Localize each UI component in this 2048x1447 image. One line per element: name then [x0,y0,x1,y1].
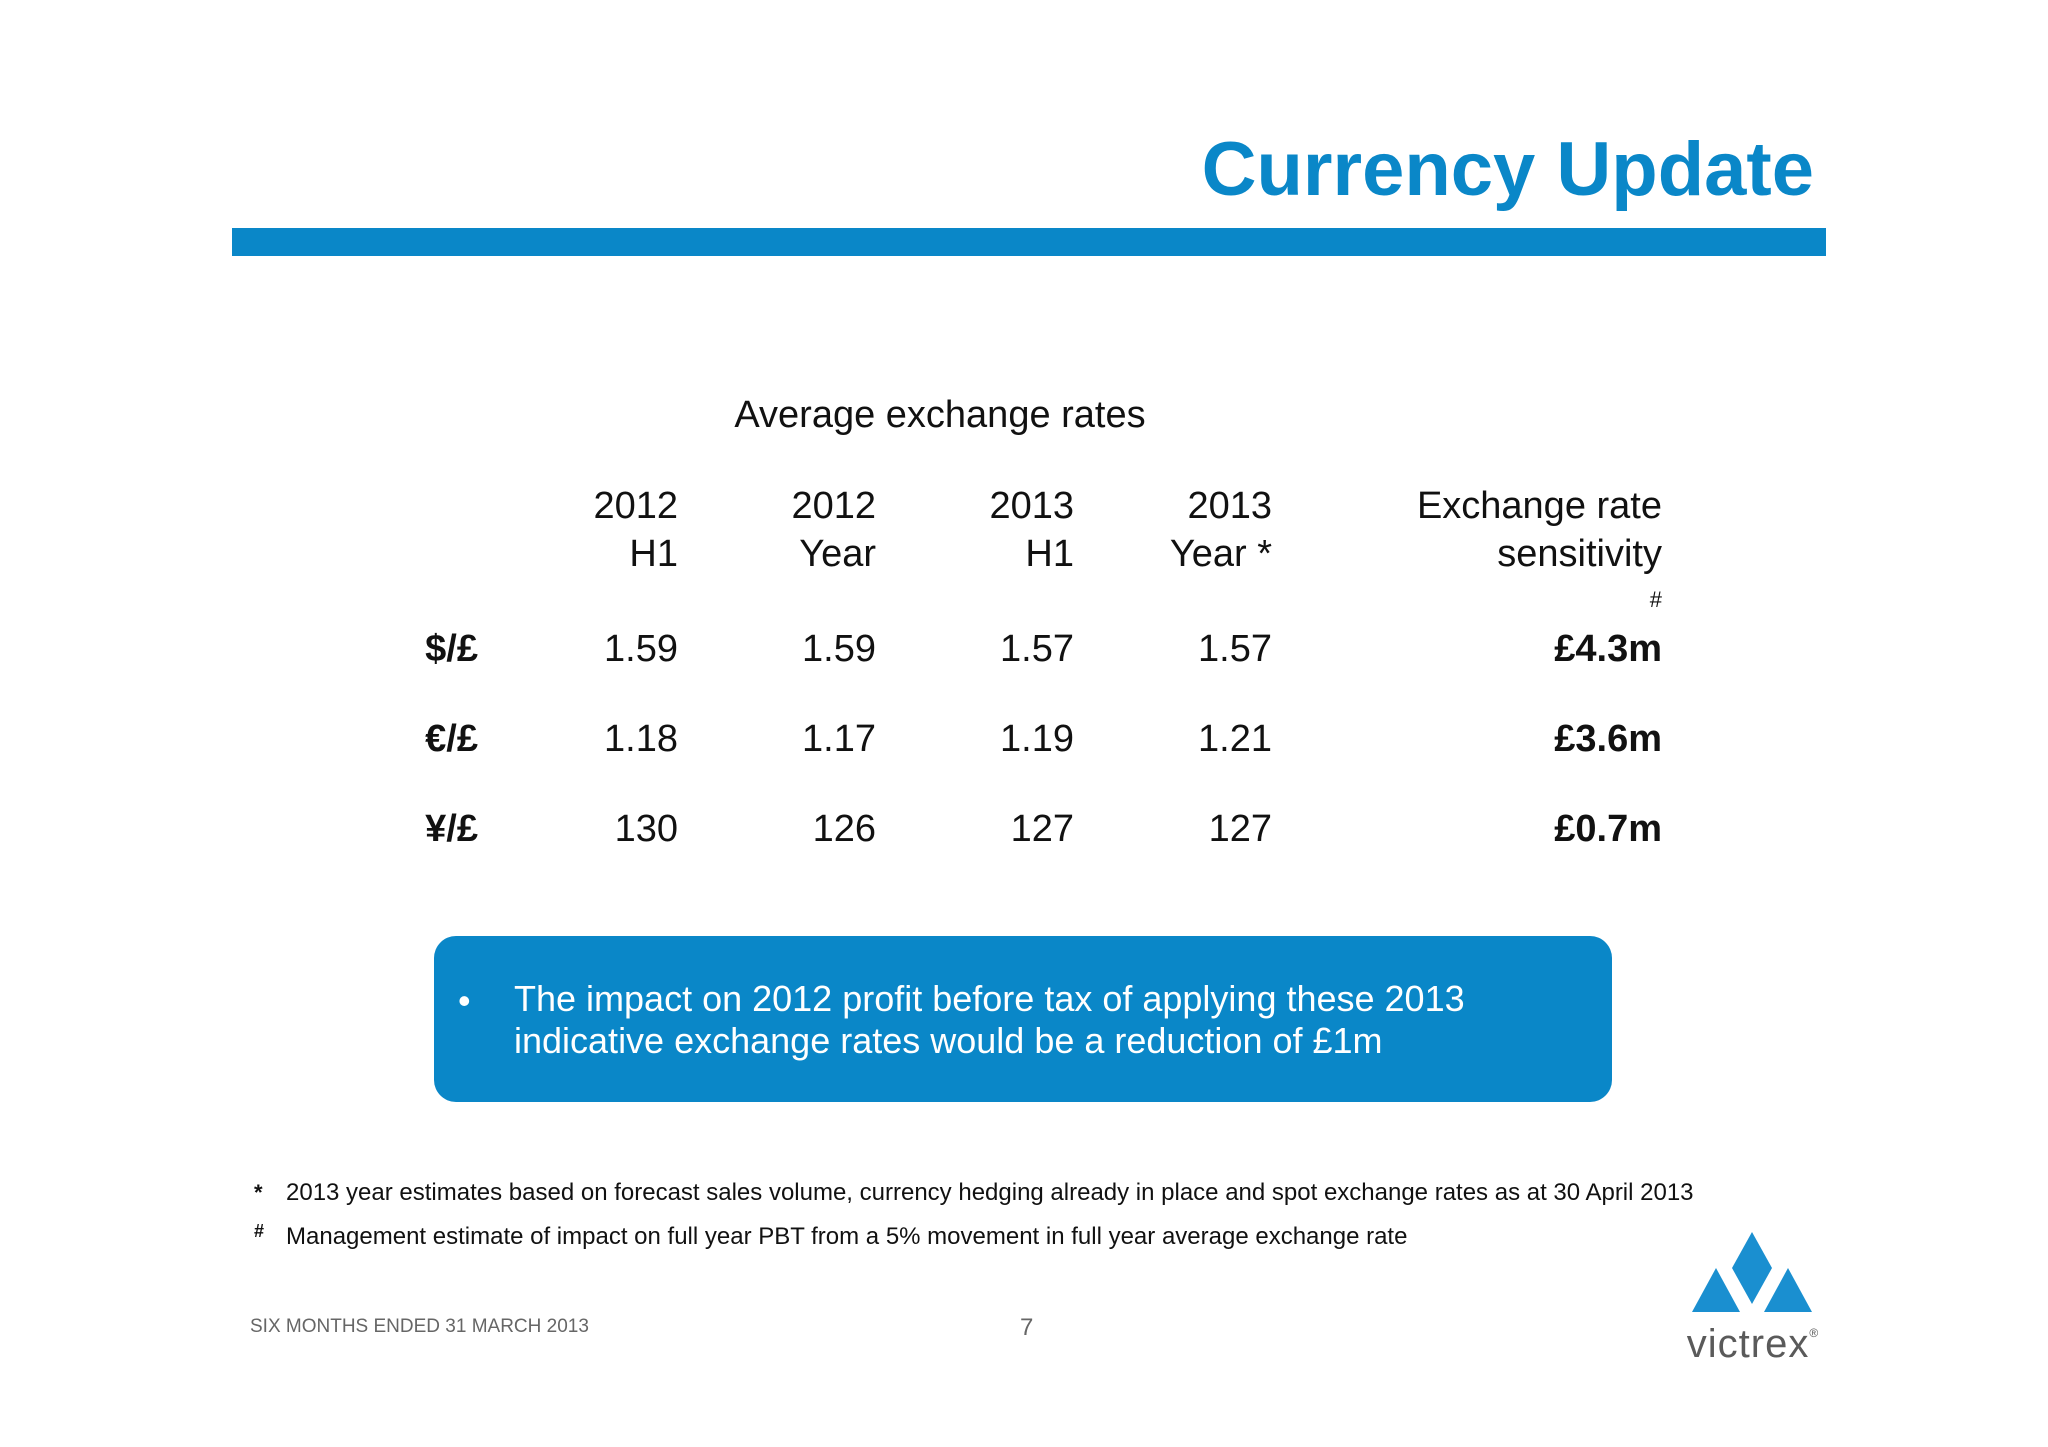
hash-mark: # [1649,587,1662,612]
currency-eur-gbp: €/£ [425,718,478,760]
bullet-icon: • [458,980,471,1021]
currency-jpy-gbp: ¥/£ [425,808,478,850]
table-cell: 127 [1208,808,1272,850]
table-cell: 1.57 [1198,628,1272,670]
table-cell: 127 [1010,808,1074,850]
table-cell: 1.57 [1000,628,1074,670]
logo-wordmark: victrex® [1686,1322,1820,1366]
table-cell: 1.21 [1198,718,1272,760]
title-divider-bar [232,228,1826,256]
footer-period: SIX MONTHS ENDED 31 MARCH 2013 [250,1316,589,1337]
footnote-hash: Management estimate of impact on full ye… [286,1223,1408,1250]
column-header-2013-h1: 2013 H1 [989,485,1074,575]
table-cell: 126 [812,808,876,850]
footnote-hash-mark: # [254,1221,265,1241]
impact-callout: • The impact on 2012 profit before tax o… [434,936,1612,1102]
table-cell: 1.17 [802,718,876,760]
column-header-2012-h1: 2012 H1 [593,485,678,575]
callout-text: The impact on 2012 profit before tax of … [514,978,1465,1061]
victrex-logo-icon [1692,1232,1812,1312]
column-header-sensitivity: Exchange rate sensitivity # [1416,485,1662,612]
currency-usd-gbp: $/£ [425,628,478,670]
sensitivity-eur: £3.6m [1554,718,1662,760]
table-cell: 1.18 [604,718,678,760]
footnote-asterisk-mark: * [254,1180,263,1205]
table-cell: 1.59 [604,628,678,670]
table-cell: 1.59 [802,628,876,670]
sensitivity-usd: £4.3m [1554,628,1662,670]
column-header-2012-year: 2012 Year [791,485,876,575]
footnote-asterisk: 2013 year estimates based on forecast sa… [286,1179,1694,1206]
page-title: Currency Update [1201,127,1814,212]
column-header-2013-year: 2013 Year * [1169,485,1272,575]
table-cell: 130 [614,808,678,850]
table-caption: Average exchange rates [734,394,1146,436]
page-number: 7 [1020,1314,1034,1341]
table-cell: 1.19 [1000,718,1074,760]
sensitivity-jpy: £0.7m [1554,808,1662,850]
